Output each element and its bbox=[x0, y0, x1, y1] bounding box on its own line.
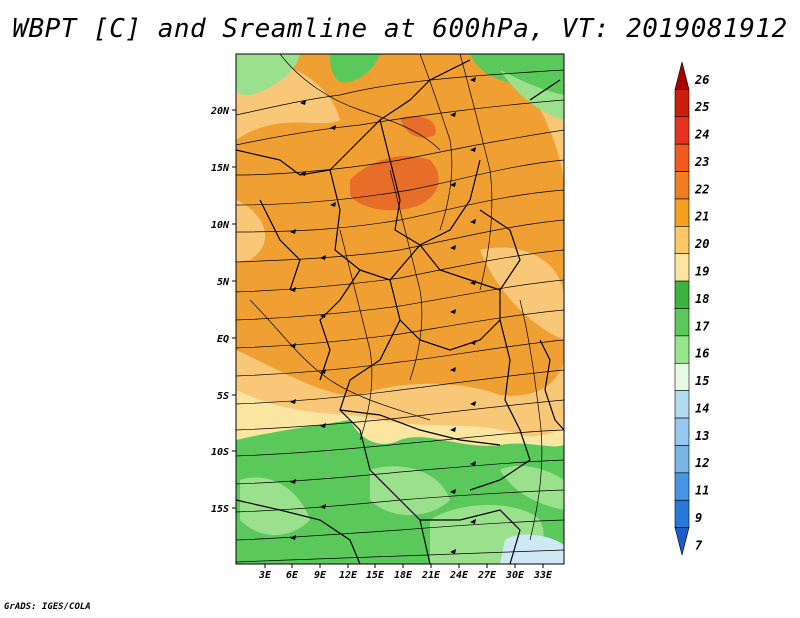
colorbar-label: 15 bbox=[695, 374, 709, 388]
colorbar-label: 23 bbox=[694, 155, 709, 169]
colorbar-segment bbox=[674, 472, 690, 501]
colorbar-segment bbox=[674, 445, 690, 474]
lon-axis bbox=[264, 564, 544, 568]
colorbar-label: 13 bbox=[695, 429, 709, 443]
colorbar-label: 19 bbox=[695, 265, 709, 279]
lat-label: 5S bbox=[217, 391, 229, 402]
lon-label: 21E bbox=[421, 570, 441, 581]
colorbar-label: 7 bbox=[695, 538, 703, 552]
colorbar-segment bbox=[674, 499, 690, 528]
colorbar-segment bbox=[674, 362, 690, 391]
lon-label: 33E bbox=[533, 570, 553, 581]
colorbar-label: 25 bbox=[694, 100, 709, 114]
lon-label: 15E bbox=[366, 570, 385, 581]
lat-label: 10N bbox=[211, 220, 230, 231]
colorbar-segment bbox=[674, 198, 690, 227]
wbpt-field bbox=[236, 54, 564, 564]
lon-label: 24E bbox=[449, 570, 469, 581]
colorbar-label: 9 bbox=[695, 511, 702, 525]
colorbar-segment bbox=[674, 308, 690, 337]
colorbar-segment bbox=[674, 89, 690, 118]
colorbar-label: 24 bbox=[694, 128, 709, 142]
colorbar-segment bbox=[674, 390, 690, 419]
lat-label: 15S bbox=[211, 504, 229, 515]
lat-axis bbox=[232, 109, 236, 509]
colorbar-label: 22 bbox=[694, 182, 709, 196]
colorbar-label: 21 bbox=[694, 210, 709, 224]
colorbar-label: 16 bbox=[695, 347, 709, 361]
colorbar-segment bbox=[674, 280, 690, 309]
colorbar-segment bbox=[674, 171, 690, 200]
colorbar-label: 14 bbox=[695, 401, 709, 415]
streamlines bbox=[236, 54, 564, 563]
colorbar-segment bbox=[674, 253, 690, 282]
colorbar: 26 25 24 23 22 21 20 19 18 17 16 15 14 13 12 11 9 7 bbox=[674, 61, 710, 556]
country-borders bbox=[236, 59, 564, 564]
colorbar-label: 17 bbox=[695, 319, 710, 333]
colorbar-label: 26 bbox=[694, 73, 709, 87]
colorbar-segment bbox=[674, 61, 690, 90]
lon-label: 18E bbox=[394, 570, 413, 581]
colorbar-segment bbox=[674, 143, 690, 172]
streamline-arrows bbox=[290, 77, 476, 554]
colorbar-segment bbox=[674, 335, 690, 364]
lat-label: EQ bbox=[217, 334, 229, 345]
lat-label: 15N bbox=[211, 163, 230, 174]
lon-label: 27E bbox=[477, 570, 497, 581]
map-frame bbox=[235, 53, 565, 565]
colorbar-label: 11 bbox=[695, 484, 709, 498]
lat-label: 5N bbox=[217, 277, 230, 288]
colorbar-label: 12 bbox=[695, 456, 709, 470]
lat-label: 20N bbox=[210, 106, 230, 117]
lat-label: 10S bbox=[211, 447, 229, 458]
colorbar-label: 20 bbox=[694, 237, 709, 251]
colorbar-segment bbox=[674, 226, 690, 255]
lon-label: 9E bbox=[314, 570, 327, 581]
colorbar-segment bbox=[674, 417, 690, 446]
lon-label: 6E bbox=[286, 570, 299, 581]
colorbar-segment bbox=[674, 116, 690, 145]
lon-label: 12E bbox=[339, 570, 358, 581]
lon-label: 30E bbox=[505, 570, 525, 581]
grads-credit: GrADS: IGES/COLA bbox=[4, 602, 91, 612]
colorbar-label: 18 bbox=[695, 292, 709, 306]
map-title: WBPT [C] and Sreamline at 600hPa, VT: 20… bbox=[12, 14, 788, 44]
colorbar-segment bbox=[674, 527, 690, 556]
lon-label: 3E bbox=[258, 570, 272, 581]
